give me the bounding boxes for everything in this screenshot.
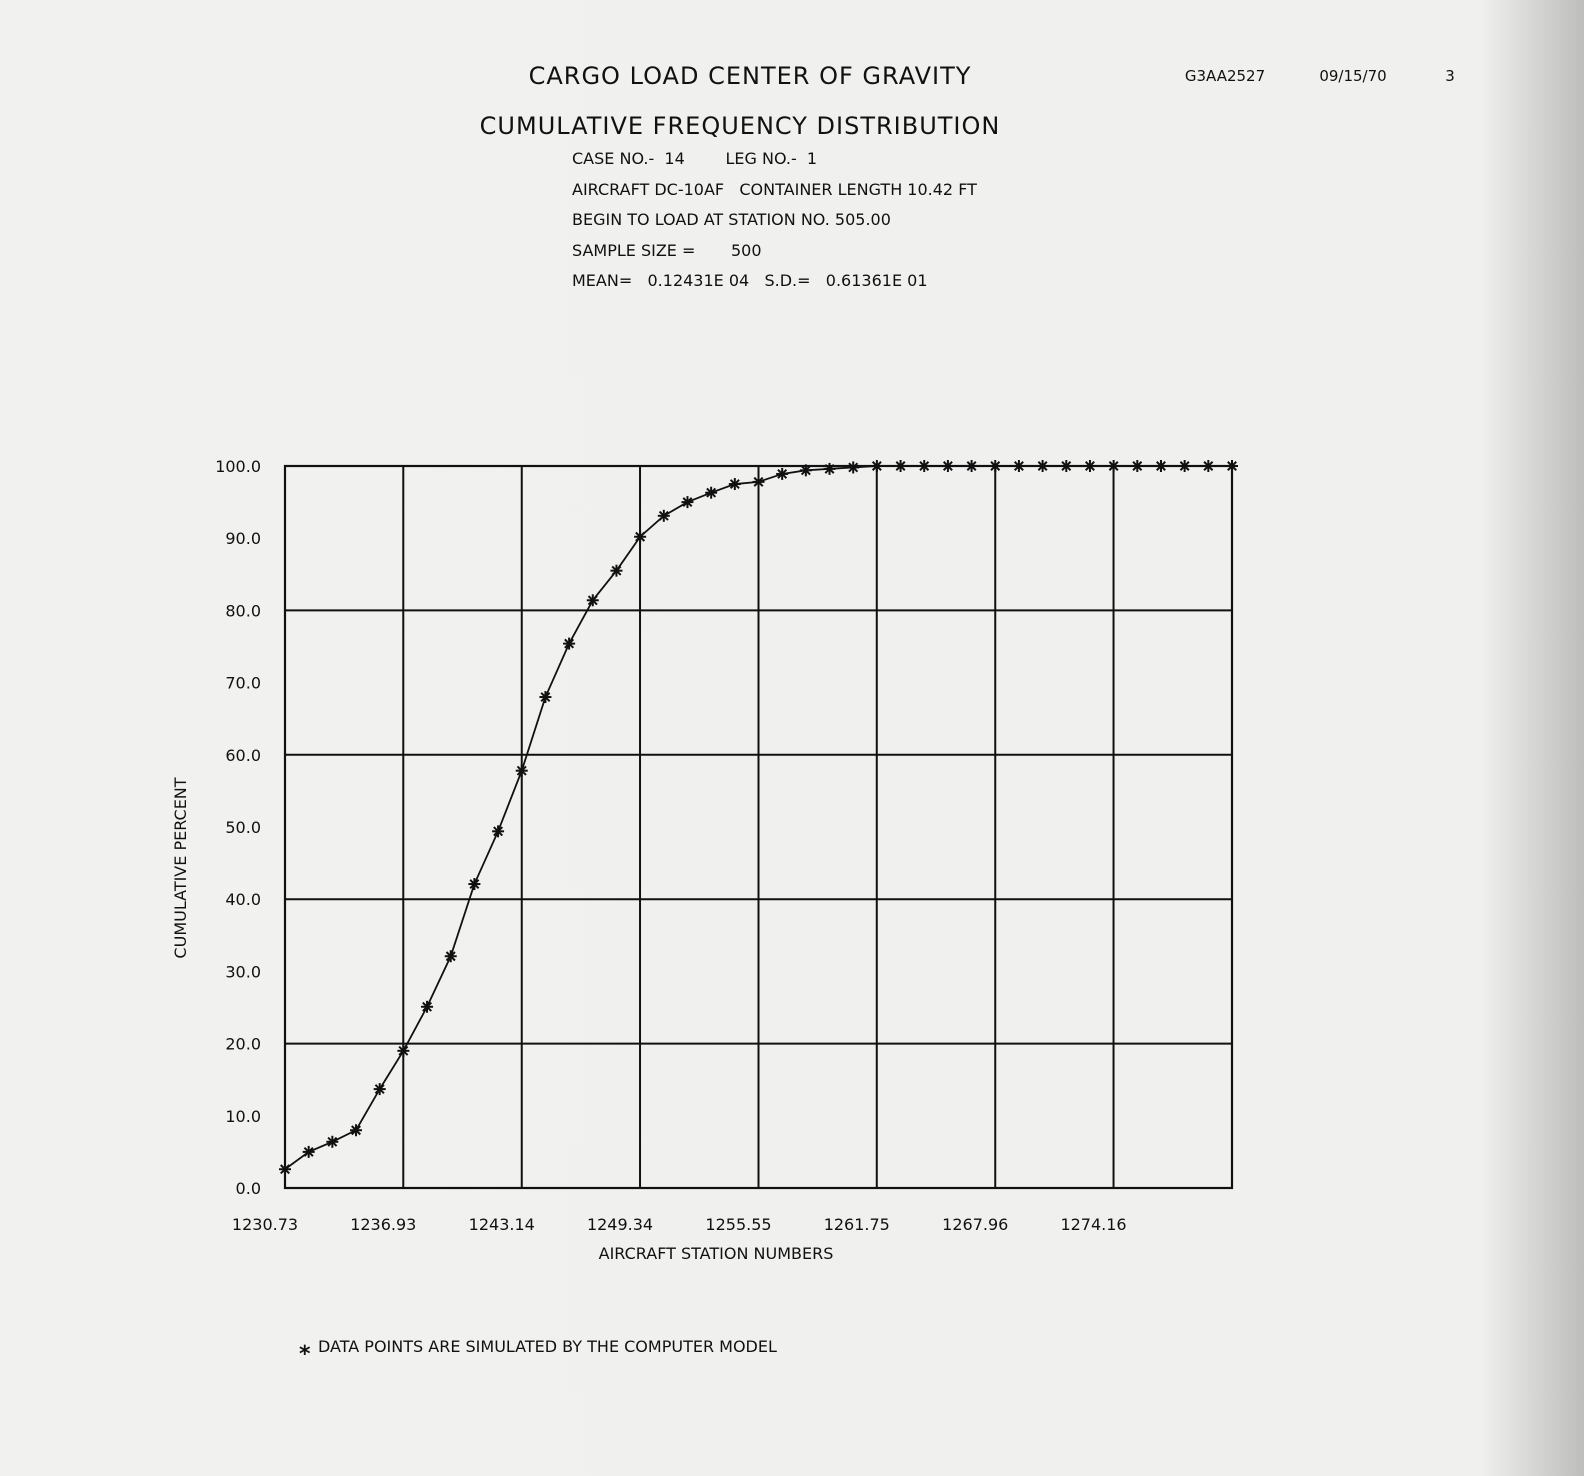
data-point-asterisk xyxy=(1154,460,1167,472)
y-tick-labels: 0.0 10.0 20.0 30.0 40.0 50.0 60.0 70.0 80.0 90.0 1… xyxy=(215,457,261,1198)
y-tick-label: 30.0 xyxy=(225,962,261,981)
data-point-asterisk xyxy=(847,461,860,474)
data-point-asterisk xyxy=(397,1044,410,1057)
data-point-asterisk xyxy=(539,691,552,704)
info-line-sample-size: SAMPLE SIZE = 500 xyxy=(572,241,762,260)
data-point-asterisk xyxy=(326,1135,339,1148)
asterisk-marker-legend-icon: * xyxy=(299,1342,311,1367)
chart-subtitle: CUMULATIVE FREQUENCY DISTRIBUTION xyxy=(480,112,1001,140)
data-point-asterisk xyxy=(634,530,647,543)
footnote-text: DATA POINTS ARE SIMULATED BY THE COMPUTE… xyxy=(318,1337,777,1356)
data-point-asterisk xyxy=(1060,460,1073,472)
data-point-asterisk xyxy=(302,1145,315,1158)
x-tick-label: 1243.14 xyxy=(469,1215,535,1234)
data-point-asterisk xyxy=(350,1124,363,1137)
data-point-asterisk xyxy=(681,496,694,509)
data-point-asterisk xyxy=(894,460,907,472)
y-tick-label: 80.0 xyxy=(225,601,261,620)
data-point-asterisk xyxy=(941,460,954,472)
data-point-asterisk xyxy=(1012,460,1025,472)
data-point-asterisk xyxy=(823,462,836,475)
data-point-asterisk xyxy=(468,878,481,891)
y-tick-label: 20.0 xyxy=(225,1035,261,1054)
data-point-asterisk xyxy=(279,1163,291,1176)
x-axis-label: AIRCRAFT STATION NUMBERS xyxy=(599,1244,834,1263)
data-point-asterisk xyxy=(1131,460,1144,472)
data-point-asterisk xyxy=(610,564,623,577)
data-point-asterisk xyxy=(563,637,576,650)
y-tick-label: 70.0 xyxy=(225,674,261,693)
info-line-aircraft: AIRCRAFT DC-10AF CONTAINER LENGTH 10.42 … xyxy=(572,180,977,199)
page-title: CARGO LOAD CENTER OF GRAVITY xyxy=(529,62,972,90)
data-point-asterisk xyxy=(1036,460,1049,472)
data-point-asterisk xyxy=(515,764,528,777)
data-point-asterisk xyxy=(799,464,812,477)
y-tick-label: 50.0 xyxy=(225,818,261,837)
data-point-asterisk xyxy=(1107,460,1120,472)
data-point-asterisk xyxy=(421,1000,434,1013)
data-point-asterisk xyxy=(1178,460,1191,472)
data-point-asterisk xyxy=(586,594,599,607)
info-line-station: BEGIN TO LOAD AT STATION NO. 505.00 xyxy=(572,210,891,229)
data-point-asterisk xyxy=(918,460,931,472)
data-point-asterisk xyxy=(373,1083,386,1096)
x-tick-label: 1261.75 xyxy=(824,1215,890,1234)
data-point-asterisk xyxy=(1083,460,1096,472)
data-point-asterisk xyxy=(657,509,670,522)
y-tick-label: 40.0 xyxy=(225,890,261,909)
y-tick-label: 60.0 xyxy=(225,746,261,765)
y-tick-label: 90.0 xyxy=(225,529,261,548)
info-line-case: CASE NO.- 14 LEG NO.- 1 xyxy=(572,149,817,168)
data-point-asterisk xyxy=(870,460,883,472)
page-number: 3 xyxy=(1445,67,1455,85)
data-point-asterisk xyxy=(752,475,765,488)
x-tick-label: 1230.73 xyxy=(232,1215,298,1234)
x-tick-label: 1236.93 xyxy=(350,1215,416,1234)
data-point-asterisk xyxy=(444,950,457,963)
data-point-asterisk xyxy=(776,467,789,480)
report-date: 09/15/70 xyxy=(1319,67,1386,85)
y-axis-label: CUMULATIVE PERCENT xyxy=(171,777,190,958)
grid xyxy=(283,464,1234,1190)
data-point-asterisk xyxy=(492,825,505,838)
data-point-asterisk xyxy=(989,460,1002,472)
x-tick-label: 1249.34 xyxy=(587,1215,653,1234)
x-tick-label: 1267.96 xyxy=(942,1215,1008,1234)
data-series xyxy=(279,460,1238,1176)
y-tick-label: 0.0 xyxy=(236,1179,261,1198)
y-tick-label: 100.0 xyxy=(215,457,261,476)
data-point-asterisk xyxy=(728,478,741,491)
x-tick-label: 1255.55 xyxy=(705,1215,771,1234)
x-tick-label: 1274.16 xyxy=(1060,1215,1126,1234)
y-tick-label: 10.0 xyxy=(225,1107,261,1126)
data-point-asterisk xyxy=(1202,460,1215,472)
x-tick-labels: 1230.73 1236.93 1243.14 1249.34 1255.55 1261.… xyxy=(232,1215,1127,1234)
data-point-asterisk xyxy=(965,460,978,472)
job-id: G3AA2527 xyxy=(1185,67,1265,85)
info-line-mean-sd: MEAN= 0.12431E 04 S.D.= 0.61361E 01 xyxy=(572,271,928,290)
data-point-asterisk xyxy=(705,486,718,499)
data-point-asterisk xyxy=(1226,460,1238,472)
